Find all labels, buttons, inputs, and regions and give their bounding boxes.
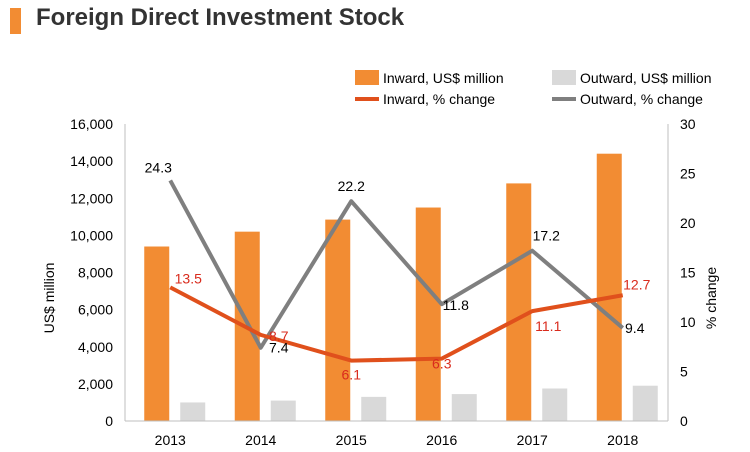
x-tick-label: 2014 xyxy=(245,432,276,448)
inward-bar xyxy=(506,183,532,421)
inward-pct-data-label: 6.1 xyxy=(342,367,362,383)
outward-bar xyxy=(361,396,387,421)
inward-pct-data-label: 11.1 xyxy=(535,318,561,334)
inward-pct-line xyxy=(169,285,624,363)
inward-bar xyxy=(415,207,441,421)
inward-bar xyxy=(325,219,351,421)
y2-tick-label: 30 xyxy=(680,116,696,132)
y-tick-label: 12,000 xyxy=(70,190,113,206)
legend-outward-label: Outward, US$ million xyxy=(580,70,712,86)
y-tick-label: 4,000 xyxy=(78,339,113,355)
y-tick-label: 16,000 xyxy=(70,116,113,132)
inward-pct-data-label: 6.3 xyxy=(432,356,452,372)
y-tick-label: 14,000 xyxy=(70,153,113,169)
legend-inward-swatch xyxy=(355,70,379,85)
inward-pct-data-label: 13.5 xyxy=(175,270,202,286)
outward-bar xyxy=(270,400,296,421)
y-tick-label: 8,000 xyxy=(78,265,113,281)
y2-tick-label: 25 xyxy=(680,166,696,182)
legend-inward-label: Inward, US$ million xyxy=(383,70,504,86)
outward-pct-line xyxy=(168,179,625,350)
outward-pct-data-label: 9.4 xyxy=(625,320,645,336)
y2-tick-label: 20 xyxy=(680,215,696,231)
y-tick-label: 6,000 xyxy=(78,302,113,318)
plot-area: 0 2,000 4,000 6,000 8,000 10,000 12,000 14,000 1… xyxy=(70,116,696,448)
x-tick-label: 2013 xyxy=(155,432,186,448)
chart-title: Foreign Direct Investment Stock xyxy=(36,4,405,31)
x-tick-label: 2017 xyxy=(517,432,548,448)
legend-outward-pct-label: Outward, % change xyxy=(580,91,703,107)
legend: Inward, US$ million Outward, US$ million… xyxy=(355,70,712,107)
inward-pct-data-label: 8.7 xyxy=(269,328,289,344)
outward-pct-data-label: 17.2 xyxy=(533,228,560,244)
outward-bar xyxy=(180,402,206,421)
y-axis-label: US$ million xyxy=(41,263,57,334)
outward-pct-data-label: 22.2 xyxy=(338,178,365,194)
y2-axis-label: % change xyxy=(703,267,719,329)
y-tick-label: 0 xyxy=(105,413,113,429)
y2-tick-label: 15 xyxy=(680,265,696,281)
inward-pct-data-label: 12.7 xyxy=(623,276,650,292)
legend-outward-swatch xyxy=(552,70,576,85)
outward-bar xyxy=(451,394,477,421)
legend-inward-pct-label: Inward, % change xyxy=(383,91,495,107)
inward-bar xyxy=(144,246,170,421)
y-tick-label: 10,000 xyxy=(70,227,113,243)
x-tick-label: 2016 xyxy=(426,432,457,448)
y2-tick-label: 10 xyxy=(680,314,696,330)
outward-pct-data-label: 7.4 xyxy=(269,340,289,356)
y2-tick-label: 0 xyxy=(680,413,688,429)
y2-tick-label: 5 xyxy=(680,364,688,380)
x-tick-label: 2018 xyxy=(607,432,638,448)
x-tick-label: 2015 xyxy=(336,432,367,448)
title-accent-bar xyxy=(10,8,21,34)
outward-pct-data-label: 11.8 xyxy=(443,297,469,313)
outward-bar xyxy=(632,385,658,421)
inward-bar xyxy=(596,153,622,421)
y-tick-label: 2,000 xyxy=(78,376,113,392)
outward-pct-data-label: 24.3 xyxy=(145,159,172,175)
outward-bar xyxy=(542,388,568,421)
